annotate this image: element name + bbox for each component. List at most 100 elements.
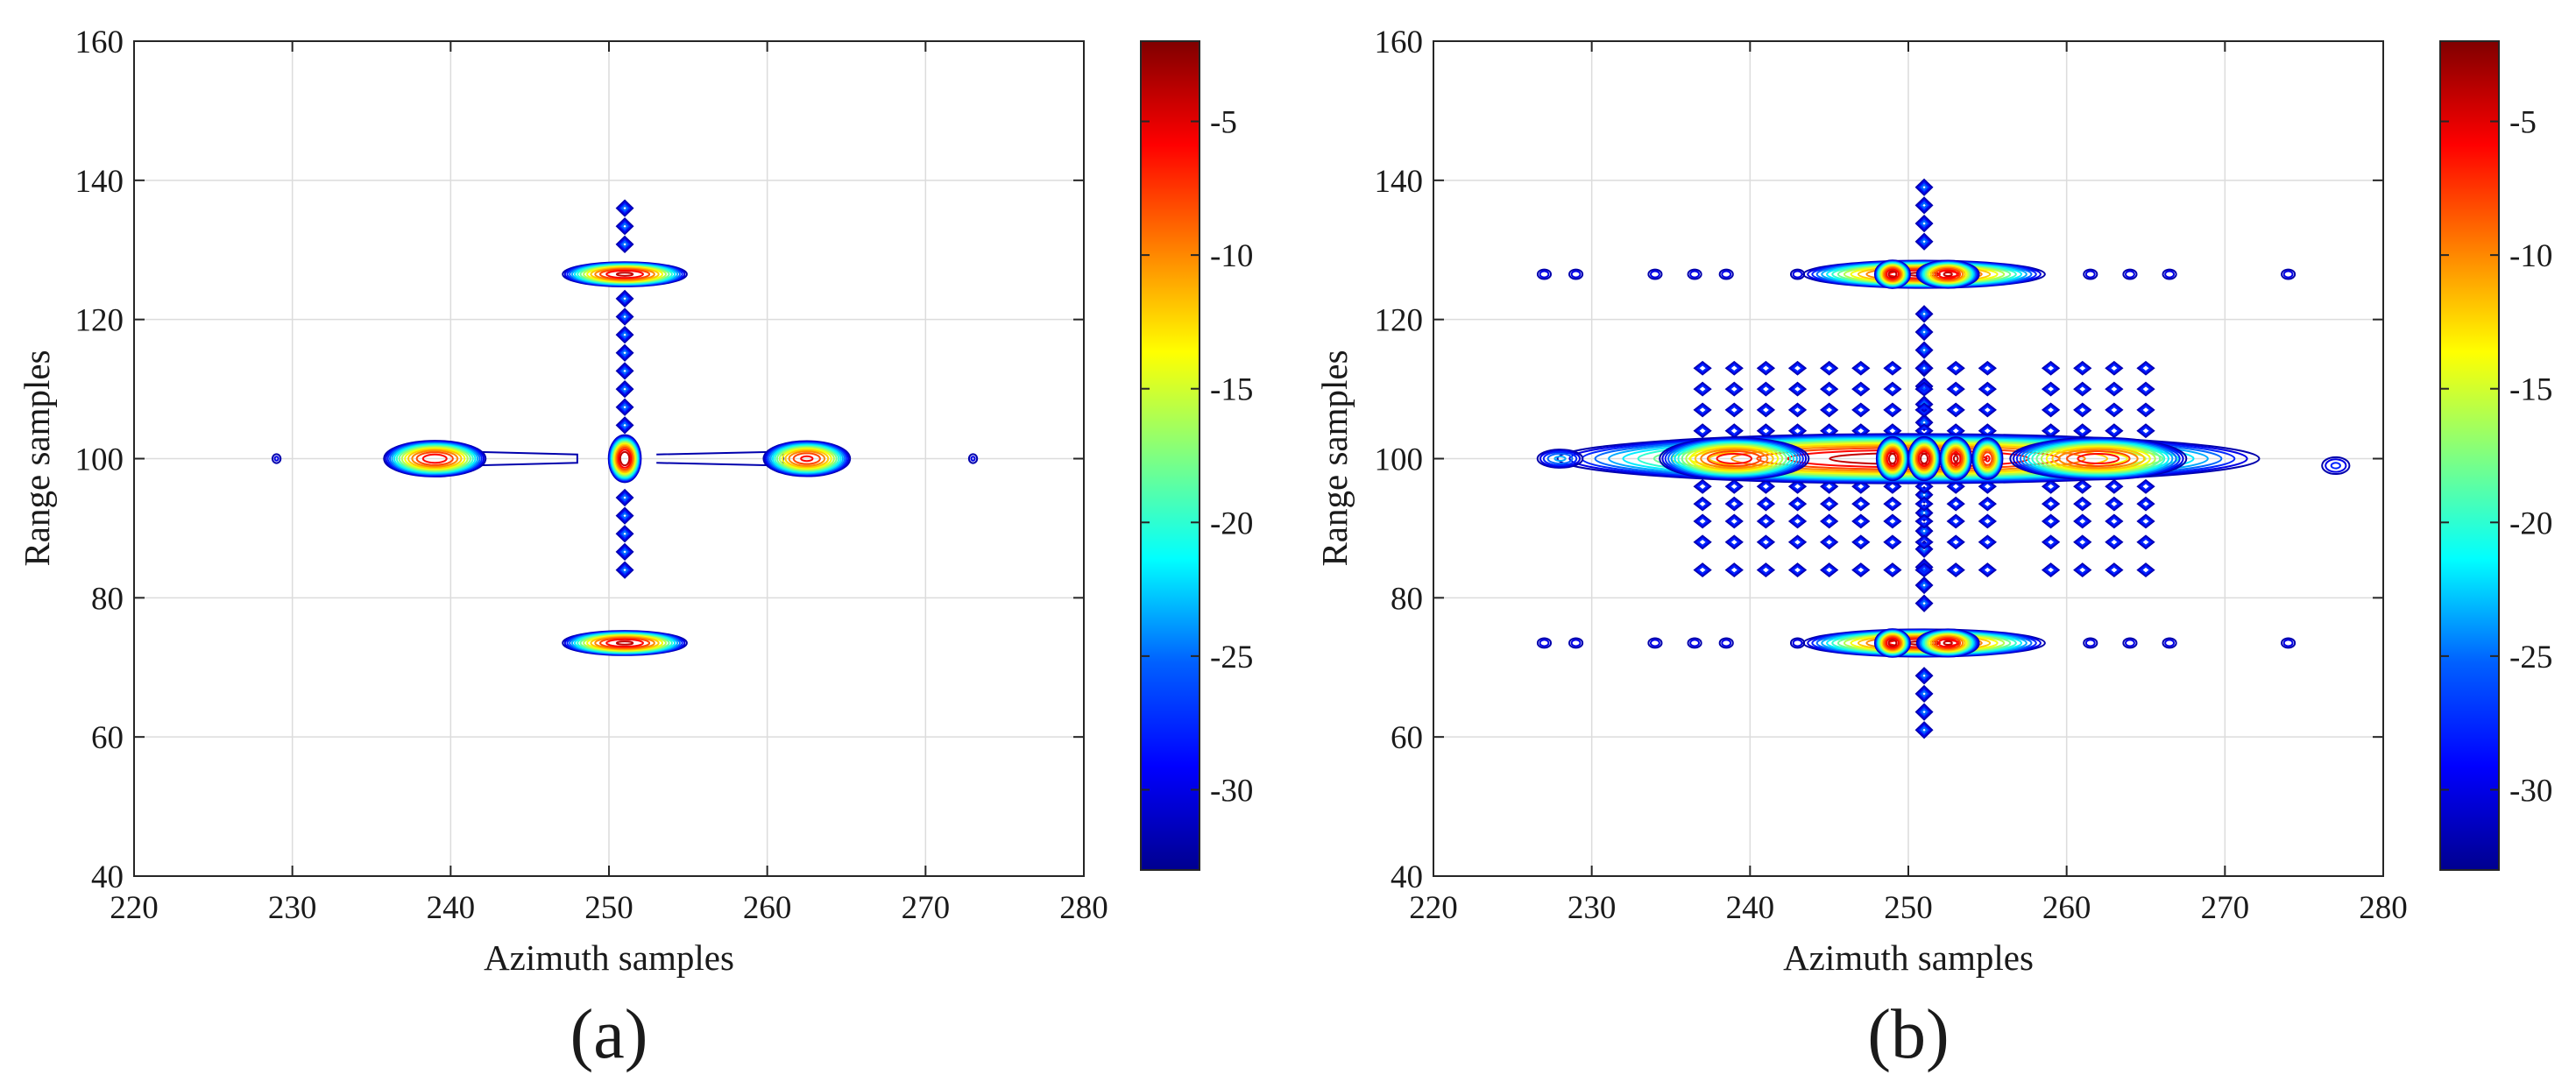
- sidelobe-diamond: [1916, 324, 1932, 340]
- sidelobe-diamond: [1822, 516, 1836, 527]
- lobe-left-contour: [398, 445, 471, 472]
- sidelobe-diamond: [2073, 478, 2092, 494]
- sidelobe-diamond: [619, 401, 631, 414]
- sidelobe-diamond: [2041, 562, 2061, 577]
- sidelobe-diamond: [1920, 725, 1928, 734]
- horizontal-arm-contour: [466, 450, 578, 467]
- sidelobe-diamond: [1918, 724, 1930, 736]
- lobe-left-blob-contour: [1536, 449, 1584, 469]
- sidelobe-diamond: [1914, 667, 1934, 685]
- sidelobe-diamond: [1979, 404, 1995, 416]
- sidelobe-diamond: [1728, 565, 1740, 575]
- lobe-center-peak-1-contour: [1885, 448, 1900, 470]
- sidelobe-diamond: [1914, 594, 1934, 612]
- lobe-center-contour: [618, 449, 633, 469]
- sidelobe-diamond: [1787, 478, 1808, 494]
- sidelobe-diamond: [1789, 563, 1806, 576]
- sidelobe-diamond: [1918, 308, 1930, 320]
- lobe-far-left-contour: [271, 453, 282, 464]
- sidelobe-diamond: [617, 345, 633, 360]
- sidelobe-diamond: [615, 506, 634, 525]
- sidelobe-diamond: [1696, 565, 1709, 575]
- sidelobe-diamond: [1820, 513, 1839, 529]
- sidelobe-diamond: [2108, 537, 2120, 548]
- sidelobe-diamond: [615, 326, 634, 344]
- colorbar-b: [2439, 40, 2500, 871]
- sidelobe-diamond: [1981, 537, 1994, 548]
- sidelobe-diamond: [1695, 424, 1710, 437]
- lobe-center-row-left-contour: [1674, 441, 1795, 477]
- island-contour: [2281, 637, 2296, 649]
- colorbar-tick-label: -25: [1210, 640, 1253, 675]
- sidelobe-diamond: [1914, 513, 1934, 529]
- sidelobe-diamond: [1950, 516, 1962, 527]
- sidelobe-diamond: [1758, 498, 1774, 510]
- sidelobe-diamond: [617, 237, 633, 252]
- island-contour: [2122, 637, 2138, 649]
- y-tick-label: 80: [1391, 581, 1423, 617]
- sidelobe-diamond: [620, 493, 629, 502]
- sidelobe-diamond: [2136, 423, 2155, 439]
- sidelobe-diamond: [1883, 478, 1902, 494]
- sidelobe-diamond: [1695, 404, 1710, 416]
- sidelobe-diamond: [1728, 384, 1740, 394]
- sidelobe-diamond: [1916, 668, 1932, 683]
- lobe-center-peak-1-contour: [1883, 447, 1902, 470]
- sidelobe-diamond: [2075, 480, 2091, 493]
- lobe-right-blob-contour: [2330, 462, 2341, 470]
- sidelobe-diamond: [1914, 576, 1934, 595]
- sidelobe-diamond: [2073, 360, 2092, 376]
- x-tick-label: 280: [1059, 890, 1108, 926]
- sidelobe-diamond: [2042, 535, 2059, 548]
- grid-b: [1433, 41, 2383, 876]
- sidelobe-diamond: [1726, 480, 1742, 493]
- sidelobe-diamond: [1787, 513, 1808, 529]
- sidelobe-diamond: [2042, 563, 2059, 576]
- sidelobe-diamond: [617, 490, 633, 506]
- lobe-left-contour: [400, 446, 469, 471]
- sidelobe-diamond: [1758, 515, 1774, 527]
- sidelobe-diamond: [615, 416, 634, 435]
- sidelobe-diamond: [1918, 516, 1930, 527]
- sidelobe-diamond: [1950, 565, 1962, 575]
- island-contour: [2083, 268, 2098, 280]
- y-tick-label: 120: [75, 303, 124, 339]
- lobe-center-row-right-contour: [2077, 452, 2120, 465]
- y-tick-label: 140: [1375, 164, 1424, 200]
- sidelobe-diamond: [1946, 381, 1965, 397]
- sidelobe-diamond: [2073, 562, 2092, 577]
- lobe-right-blob-contour: [2321, 456, 2351, 476]
- sidelobe-diamond: [1822, 405, 1836, 415]
- sidelobe-diamond: [1886, 499, 1899, 509]
- lobe-center-row-left-contour: [1700, 448, 1769, 470]
- sidelobe-diamond: [2075, 498, 2091, 510]
- sidelobe-diamond: [1728, 481, 1740, 491]
- sidelobe-diamond: [1724, 513, 1744, 529]
- sidelobe-diamond: [2041, 360, 2061, 376]
- sidelobe-diamond: [1853, 404, 1869, 416]
- sidelobe-diamond: [1914, 684, 1934, 704]
- sidelobe-diamond: [1981, 405, 1994, 415]
- sidelobe-diamond: [1916, 541, 1932, 556]
- island-contour: [1539, 270, 1550, 279]
- sidelobe-diamond: [1950, 363, 1962, 373]
- sidelobe-diamond: [2041, 381, 2061, 397]
- sidelobe-diamond: [2044, 426, 2057, 436]
- sidelobe-diamond: [1918, 363, 1930, 373]
- y-tick-label: 120: [1375, 303, 1424, 339]
- lobe-center-row-main-contour: [1652, 440, 2164, 477]
- lobe-center-peak-4-contour: [1977, 444, 1999, 473]
- sidelobe-diamond: [617, 527, 633, 541]
- x-tick-label: 270: [902, 890, 951, 926]
- sidelobe-diamond: [1789, 383, 1806, 395]
- sidelobe-diamond: [1948, 535, 1964, 548]
- sidelobe-diamond: [617, 562, 633, 577]
- lobe-left-blob-contour: [1546, 452, 1574, 465]
- sidelobe-diamond: [1756, 513, 1776, 529]
- sidelobe-diamond: [1886, 405, 1899, 415]
- sidelobe-diamond: [2136, 562, 2155, 577]
- lobe-center-peak-4-contour: [1978, 447, 1996, 470]
- lobe-right-contour: [775, 445, 838, 472]
- sidelobe-diamond: [2140, 537, 2152, 548]
- sidelobe-diamond: [1853, 498, 1869, 510]
